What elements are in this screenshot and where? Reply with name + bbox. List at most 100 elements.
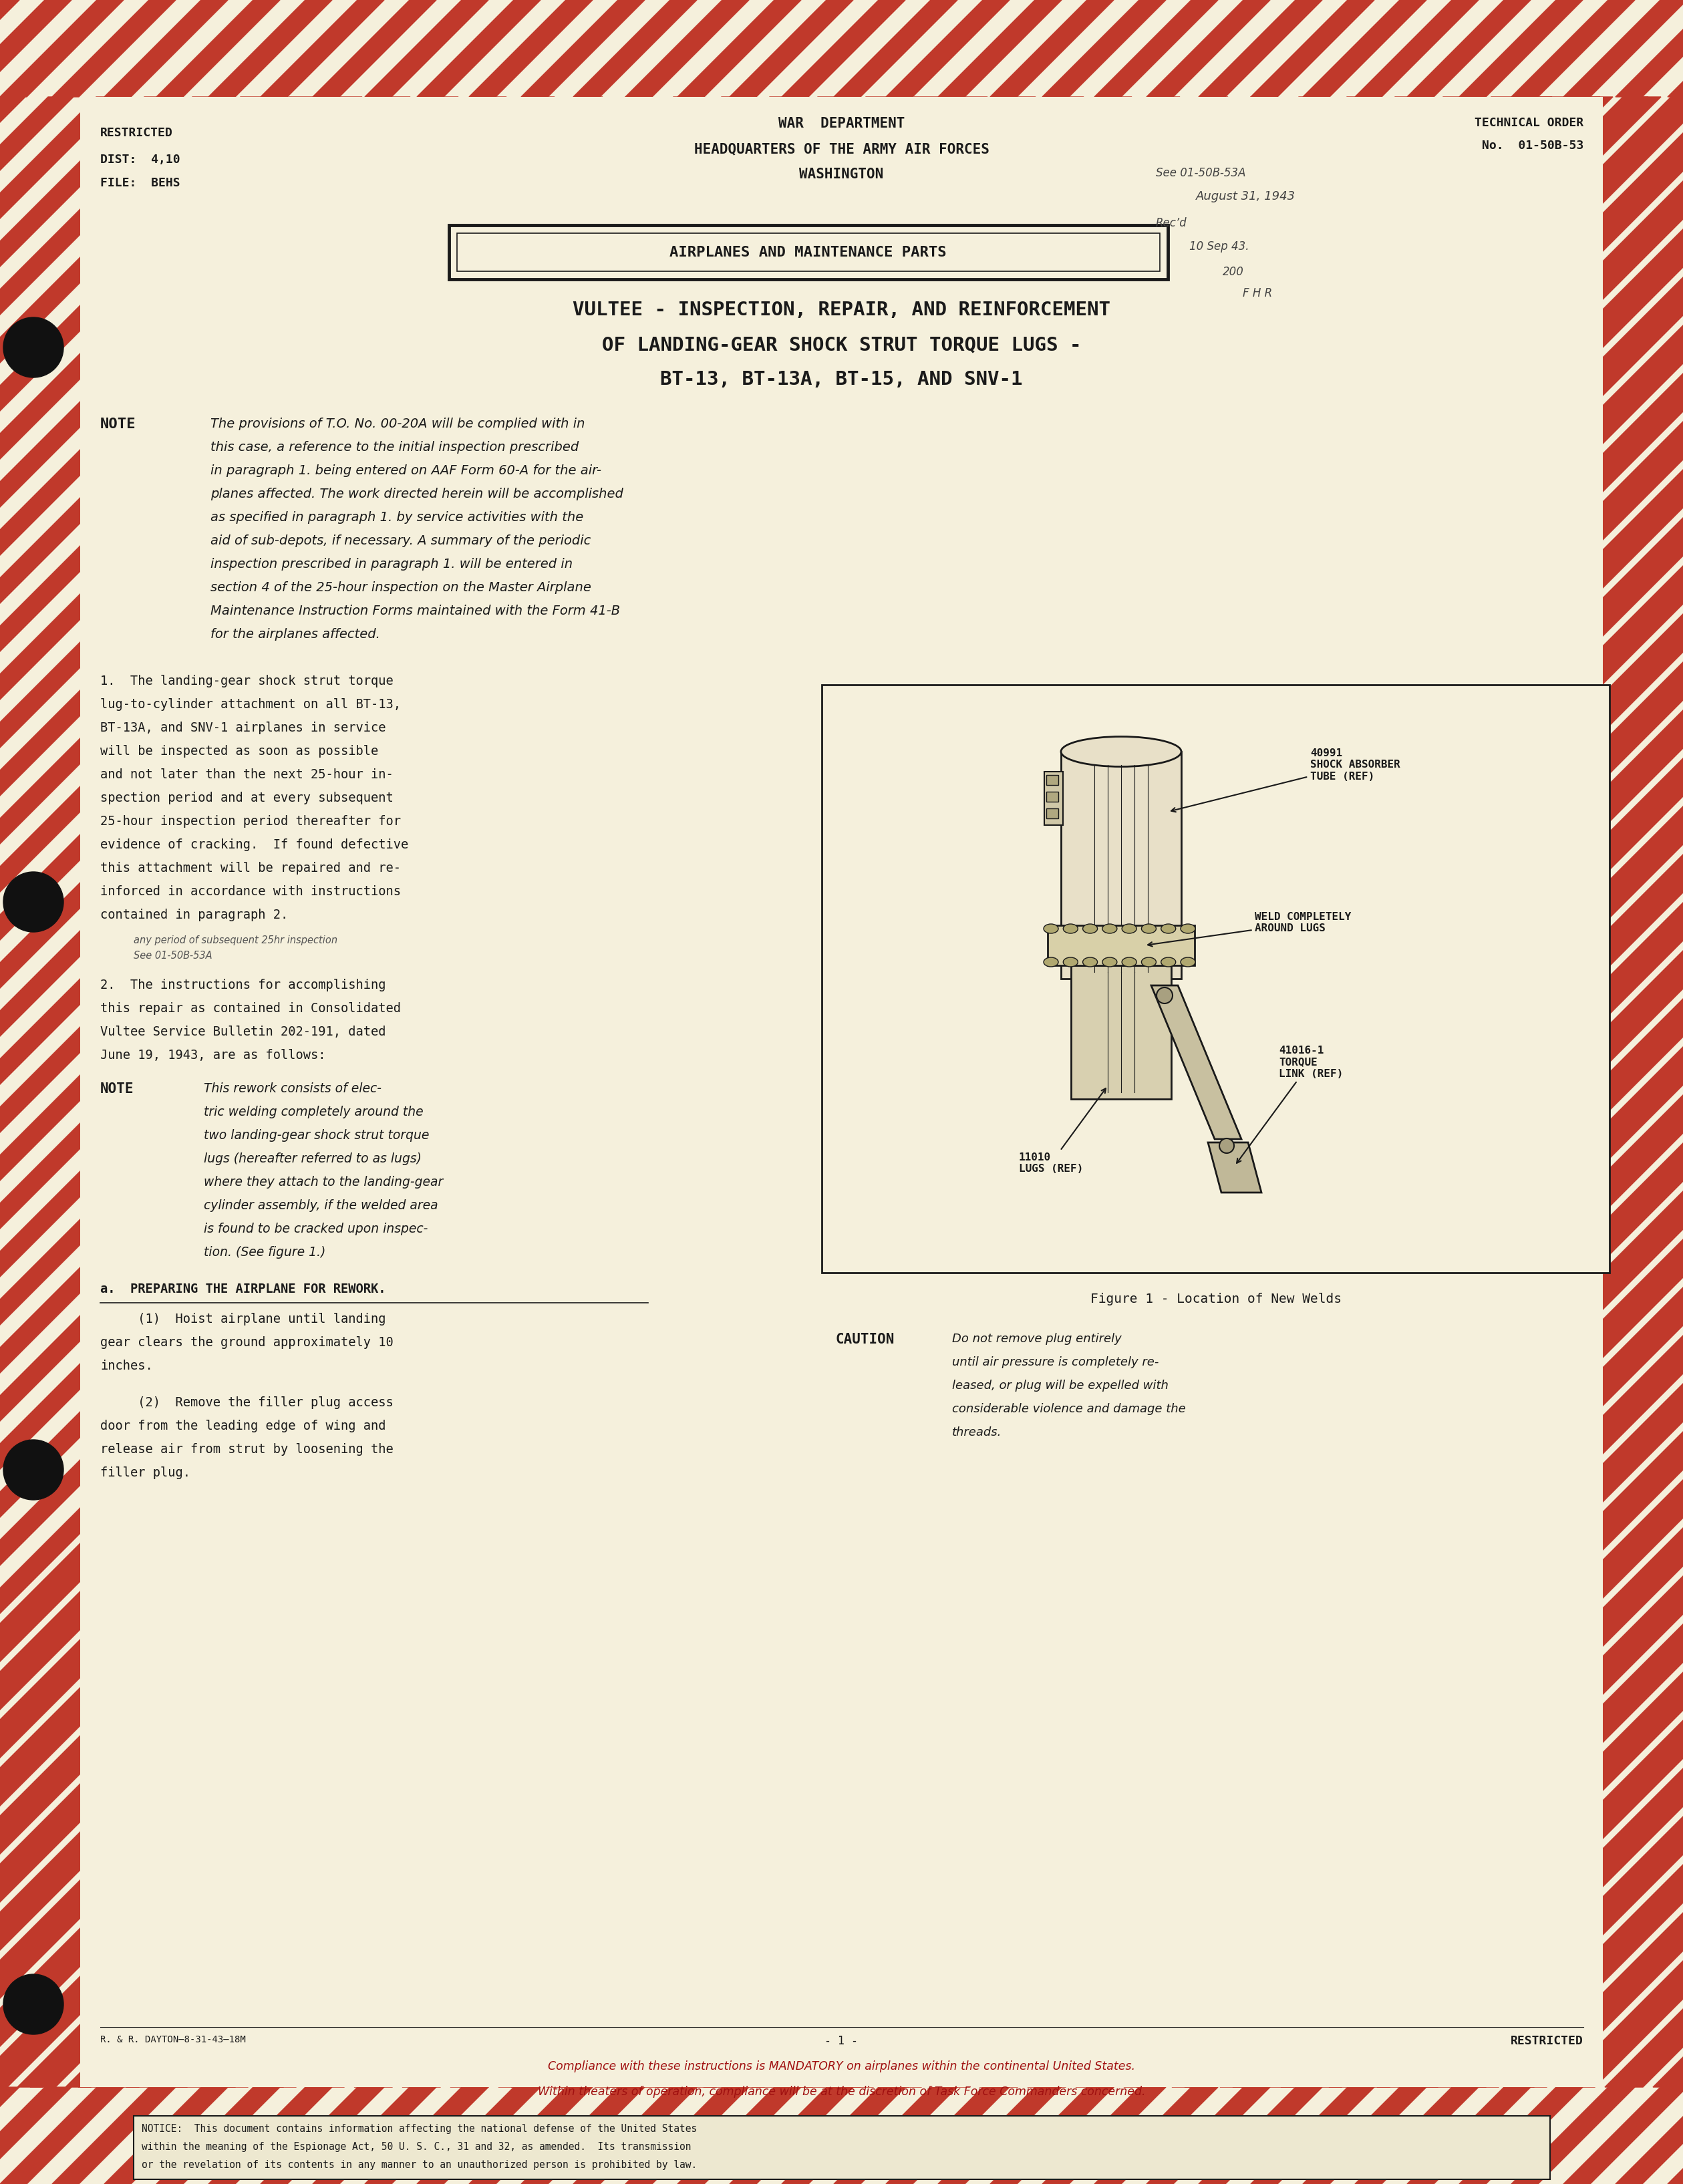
- Polygon shape: [0, 96, 1683, 2088]
- Text: June 19, 1943, are as follows:: June 19, 1943, are as follows:: [101, 1048, 327, 1061]
- Ellipse shape: [1141, 924, 1156, 933]
- Text: or the revelation of its contents in any manner to an unauthorized person is pro: or the revelation of its contents in any…: [141, 2160, 697, 2171]
- Polygon shape: [1365, 96, 1683, 2088]
- Text: Within theaters of operation, compliance will be at the discretion of Task Force: Within theaters of operation, compliance…: [537, 2086, 1146, 2099]
- Polygon shape: [574, 2088, 697, 2184]
- Polygon shape: [0, 96, 1661, 2088]
- Circle shape: [3, 1439, 64, 1500]
- Circle shape: [3, 317, 64, 378]
- Polygon shape: [1267, 96, 1683, 2088]
- Ellipse shape: [1141, 957, 1156, 968]
- Polygon shape: [0, 96, 1683, 2088]
- Polygon shape: [0, 0, 20, 96]
- Text: 2.  The instructions for accomplishing: 2. The instructions for accomplishing: [101, 978, 385, 992]
- Polygon shape: [0, 2088, 71, 2184]
- Polygon shape: [1198, 0, 1323, 96]
- Polygon shape: [512, 96, 1683, 2088]
- Text: This rework consists of elec-: This rework consists of elec-: [204, 1083, 382, 1094]
- Bar: [1047, 926, 1195, 965]
- Polygon shape: [0, 96, 892, 2088]
- Polygon shape: [655, 96, 1683, 2088]
- Ellipse shape: [1060, 736, 1181, 767]
- Ellipse shape: [1161, 924, 1176, 933]
- Polygon shape: [365, 0, 488, 96]
- Polygon shape: [0, 96, 217, 2088]
- Text: two landing-gear shock strut torque: two landing-gear shock strut torque: [204, 1129, 429, 1142]
- Polygon shape: [0, 96, 1683, 2088]
- Polygon shape: [1171, 96, 1683, 2088]
- Ellipse shape: [1123, 924, 1136, 933]
- Polygon shape: [1407, 0, 1530, 96]
- Ellipse shape: [1123, 957, 1136, 968]
- Text: BT-13A, and SNV-1 airplanes in service: BT-13A, and SNV-1 airplanes in service: [101, 721, 385, 734]
- Polygon shape: [1461, 96, 1683, 2088]
- Circle shape: [3, 1974, 64, 2033]
- Text: BT-13, BT-13A, BT-15, AND SNV-1: BT-13, BT-13A, BT-15, AND SNV-1: [660, 369, 1023, 389]
- Text: Maintenance Instruction Forms maintained with the Form 41-B: Maintenance Instruction Forms maintained…: [210, 605, 619, 618]
- Polygon shape: [1426, 96, 1683, 2088]
- Polygon shape: [1666, 96, 1683, 2088]
- Text: (1)  Hoist airplane until landing: (1) Hoist airplane until landing: [101, 1313, 385, 1326]
- Polygon shape: [1089, 96, 1683, 2088]
- Polygon shape: [944, 96, 1683, 2088]
- Text: OF LANDING-GEAR SHOCK STRUT TORQUE LUGS -: OF LANDING-GEAR SHOCK STRUT TORQUE LUGS …: [603, 336, 1080, 354]
- Polygon shape: [1316, 96, 1683, 2088]
- Polygon shape: [0, 96, 315, 2088]
- Polygon shape: [0, 96, 1084, 2088]
- Polygon shape: [470, 0, 592, 96]
- Text: lugs (hereafter referred to as lugs): lugs (hereafter referred to as lugs): [204, 1153, 421, 1164]
- Bar: [1070, 965, 1171, 1099]
- Polygon shape: [730, 0, 853, 96]
- Text: NOTE: NOTE: [101, 417, 136, 430]
- Polygon shape: [990, 0, 1114, 96]
- Text: AIRPLANES AND MAINTENANCE PARTS: AIRPLANES AND MAINTENANCE PARTS: [670, 245, 946, 260]
- Text: NOTICE:  This document contains information affecting the national defense of th: NOTICE: This document contains informati…: [141, 2123, 697, 2134]
- Polygon shape: [574, 0, 697, 96]
- Polygon shape: [463, 96, 1683, 2088]
- Ellipse shape: [1180, 924, 1195, 933]
- Polygon shape: [1511, 0, 1634, 96]
- Text: considerable violence and damage the: considerable violence and damage the: [953, 1402, 1187, 1415]
- Polygon shape: [0, 96, 1180, 2088]
- Text: as specified in paragraph 1. by service activities with the: as specified in paragraph 1. by service …: [210, 511, 584, 524]
- Text: inforced in accordance with instructions: inforced in accordance with instructions: [101, 885, 401, 898]
- Text: cylinder assembly, if the welded area: cylinder assembly, if the welded area: [204, 1199, 438, 1212]
- Polygon shape: [0, 96, 651, 2088]
- Polygon shape: [885, 0, 1010, 96]
- Polygon shape: [126, 96, 1683, 2088]
- Ellipse shape: [1082, 957, 1097, 968]
- Polygon shape: [1355, 2088, 1479, 2184]
- Text: is found to be cracked upon inspec-: is found to be cracked upon inspec-: [204, 1223, 427, 1236]
- Polygon shape: [678, 0, 801, 96]
- Text: threads.: threads.: [953, 1426, 1001, 1439]
- Polygon shape: [1668, 2088, 1683, 2184]
- Polygon shape: [1407, 2088, 1530, 2184]
- Text: RESTRICTED: RESTRICTED: [1511, 2035, 1584, 2046]
- Polygon shape: [0, 96, 603, 2088]
- Ellipse shape: [1161, 957, 1176, 968]
- Polygon shape: [0, 96, 1601, 2088]
- Polygon shape: [0, 96, 121, 2088]
- Text: NOTE: NOTE: [101, 1083, 135, 1096]
- Polygon shape: [1232, 96, 1683, 2088]
- Polygon shape: [52, 2088, 175, 2184]
- Text: Vultee Service Bulletin 202-191, dated: Vultee Service Bulletin 202-191, dated: [101, 1026, 385, 1037]
- Polygon shape: [162, 96, 1683, 2088]
- Text: The provisions of T.O. No. 00-20A will be complied with in: The provisions of T.O. No. 00-20A will b…: [210, 417, 586, 430]
- Polygon shape: [1511, 2088, 1634, 2184]
- Polygon shape: [313, 2088, 436, 2184]
- Ellipse shape: [1180, 957, 1195, 968]
- Polygon shape: [678, 2088, 801, 2184]
- Polygon shape: [0, 96, 698, 2088]
- Polygon shape: [1616, 2088, 1683, 2184]
- Ellipse shape: [1220, 1138, 1234, 1153]
- Polygon shape: [417, 0, 540, 96]
- Polygon shape: [66, 96, 1683, 2088]
- Polygon shape: [937, 0, 1062, 96]
- Polygon shape: [626, 2088, 749, 2184]
- Text: contained in paragraph 2.: contained in paragraph 2.: [101, 909, 288, 922]
- Polygon shape: [113, 96, 1683, 2088]
- Polygon shape: [1250, 0, 1375, 96]
- Polygon shape: [313, 0, 436, 96]
- Polygon shape: [1564, 0, 1683, 96]
